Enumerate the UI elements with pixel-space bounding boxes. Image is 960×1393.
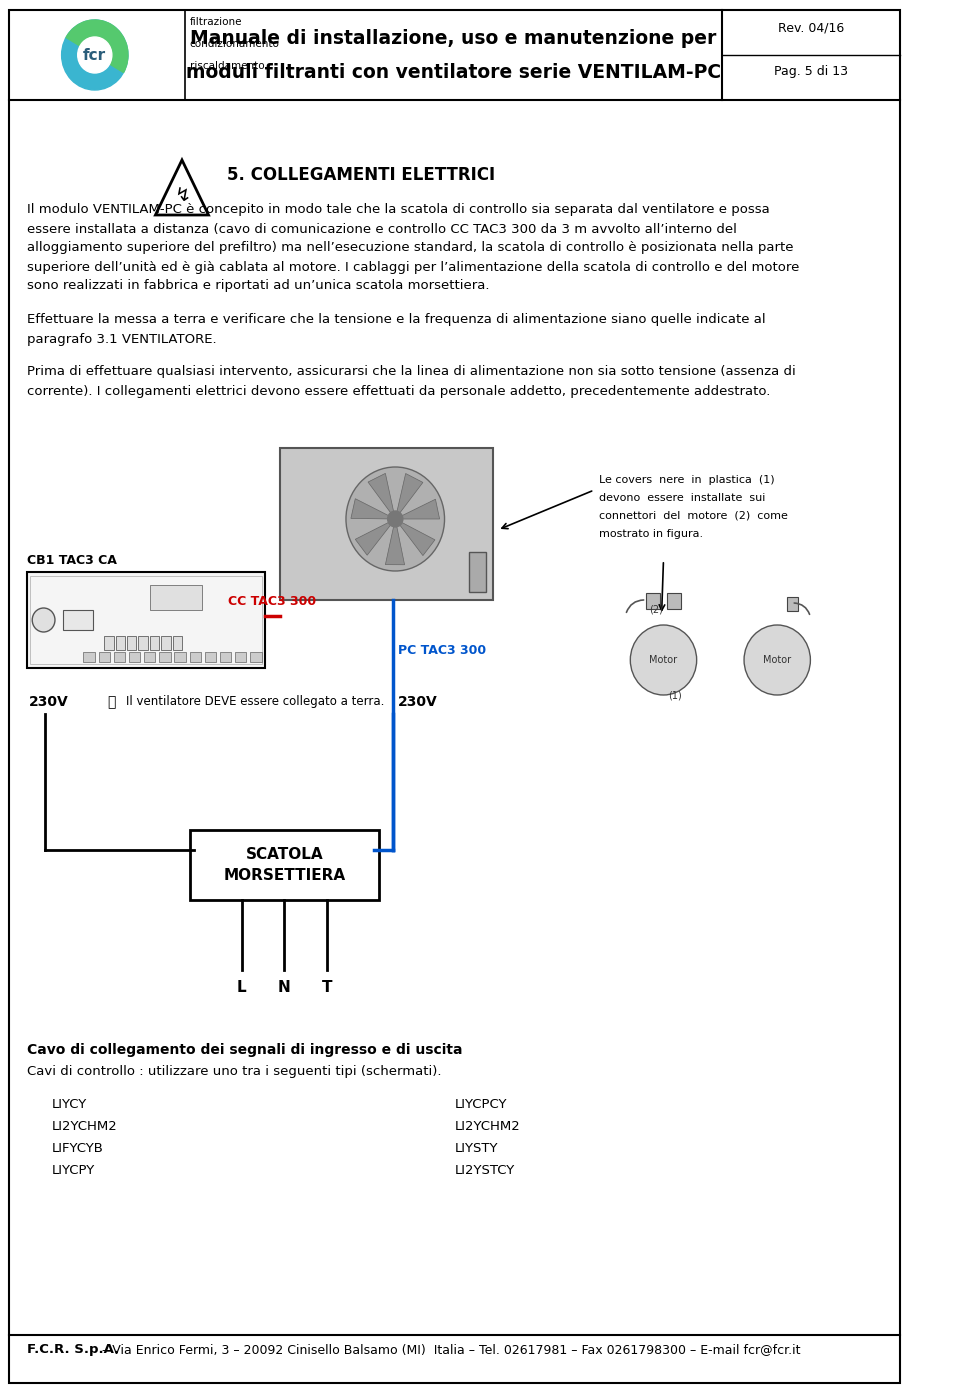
Text: essere installata a distanza (cavo di comunicazione e controllo CC TAC3 300 da 3: essere installata a distanza (cavo di co… [27,223,736,235]
Text: ⏚: ⏚ [108,695,116,709]
Circle shape [388,511,403,527]
Text: LI2YCHM2: LI2YCHM2 [52,1120,118,1134]
Circle shape [744,625,810,695]
Text: CB1 TAC3 CA: CB1 TAC3 CA [27,554,116,567]
Text: paragrafo 3.1 VENTILATORE.: paragrafo 3.1 VENTILATORE. [27,333,216,345]
Bar [84,652,95,662]
Bar [129,652,140,662]
Text: connettori  del  motore  (2)  come: connettori del motore (2) come [599,511,788,521]
Bar [113,652,125,662]
Text: 5. COLLEGAMENTI ELETTRICI: 5. COLLEGAMENTI ELETTRICI [228,166,495,184]
Text: (2): (2) [649,605,662,614]
Bar [62,610,93,630]
Polygon shape [355,520,396,556]
Polygon shape [396,499,440,520]
Text: LIYCPCY: LIYCPCY [455,1099,508,1112]
Polygon shape [385,520,404,564]
Bar [144,652,156,662]
Text: sono realizzati in fabbrica e riportati ad un’unica scatola morsettiera.: sono realizzati in fabbrica e riportati … [27,280,489,293]
Bar [31,575,262,664]
Bar [27,573,265,669]
Text: riscaldamento: riscaldamento [189,61,264,71]
Text: PC TAC3 300: PC TAC3 300 [398,644,486,656]
Bar [127,637,136,651]
Text: SCATOLA
MORSETTIERA: SCATOLA MORSETTIERA [224,847,346,883]
Wedge shape [66,20,128,72]
Bar [235,652,247,662]
Text: Rev. 04/16: Rev. 04/16 [779,21,845,35]
Text: Pag. 5 di 13: Pag. 5 di 13 [775,65,849,78]
Text: Cavo di collegamento dei segnali di ingresso e di uscita: Cavo di collegamento dei segnali di ingr… [27,1043,462,1057]
Text: Cavi di controllo : utilizzare uno tra i seguenti tipi (schermati).: Cavi di controllo : utilizzare uno tra i… [27,1066,441,1078]
Text: 230V: 230V [398,695,438,709]
Text: filtrazione: filtrazione [189,17,242,26]
Text: – Via Enrico Fermi, 3 – 20092 Cinisello Balsamo (MI)  Italia – Tel. 02617981 – F: – Via Enrico Fermi, 3 – 20092 Cinisello … [98,1343,800,1357]
Circle shape [33,607,55,632]
Bar [646,593,660,609]
Polygon shape [368,474,396,520]
Bar [469,552,487,592]
Text: superiore dell’unità ed è già cablata al motore. I cablaggi per l’alimentazione : superiore dell’unità ed è già cablata al… [27,260,799,273]
Bar [279,449,492,600]
Bar [667,593,681,609]
Text: Le covers  nere  in  plastica  (1): Le covers nere in plastica (1) [599,475,775,485]
Bar [173,637,182,651]
Text: LIFYCYB: LIFYCYB [52,1142,104,1156]
Text: F.C.R. S.p.A.: F.C.R. S.p.A. [27,1343,119,1357]
Bar [220,652,231,662]
Bar [150,637,159,651]
Bar [99,652,110,662]
Bar [161,637,171,651]
Text: moduli filtranti con ventilatore serie VENTILAM-PC: moduli filtranti con ventilatore serie V… [185,63,721,82]
Text: fcr: fcr [84,47,107,63]
Text: L: L [237,981,247,996]
Text: corrente). I collegamenti elettrici devono essere effettuati da personale addett: corrente). I collegamenti elettrici devo… [27,384,770,397]
Bar [105,637,113,651]
Text: Motor: Motor [649,655,678,664]
Text: LIYCPY: LIYCPY [52,1165,95,1177]
Text: ↯: ↯ [174,185,190,205]
Bar [189,830,379,900]
Text: alloggiamento superiore del prefiltro) ma nell’esecuzione standard, la scatola d: alloggiamento superiore del prefiltro) m… [27,241,793,255]
Bar [204,652,216,662]
Bar [175,652,186,662]
Text: LI2YCHM2: LI2YCHM2 [455,1120,520,1134]
Text: N: N [278,981,291,996]
Text: LIYCY: LIYCY [52,1099,87,1112]
Circle shape [346,467,444,571]
Polygon shape [396,520,435,556]
Text: Motor: Motor [763,655,791,664]
Polygon shape [396,474,423,520]
Circle shape [61,20,128,91]
Text: Manuale di installazione, uso e manutenzione per: Manuale di installazione, uso e manutenz… [190,28,716,47]
Bar [150,585,202,610]
Text: devono  essere  installate  sui: devono essere installate sui [599,493,765,503]
Text: mostrato in figura.: mostrato in figura. [599,529,703,539]
Text: Prima di effettuare qualsiasi intervento, assicurarsi che la linea di alimentazi: Prima di effettuare qualsiasi intervento… [27,365,795,379]
Text: Il ventilatore DEVE essere collegato a terra.: Il ventilatore DEVE essere collegato a t… [126,695,384,709]
Text: condizionamento: condizionamento [189,39,279,49]
Bar [138,637,148,651]
Text: (1): (1) [668,690,682,701]
Text: Il modulo VENTILAM-PC è concepito in modo tale che la scatola di controllo sia s: Il modulo VENTILAM-PC è concepito in mod… [27,203,769,216]
Text: 230V: 230V [29,695,68,709]
Polygon shape [351,499,396,520]
Bar [251,652,262,662]
Text: T: T [322,981,332,996]
Bar [159,652,171,662]
Text: LI2YSTCY: LI2YSTCY [455,1165,516,1177]
Polygon shape [156,160,208,215]
Text: LIYSTY: LIYSTY [455,1142,498,1156]
Text: Effettuare la messa a terra e verificare che la tensione e la frequenza di alime: Effettuare la messa a terra e verificare… [27,313,765,326]
Bar [115,637,125,651]
Circle shape [631,625,697,695]
Bar [786,598,798,612]
Circle shape [78,38,112,72]
Text: CC TAC3 300: CC TAC3 300 [228,595,316,607]
Bar [189,652,201,662]
